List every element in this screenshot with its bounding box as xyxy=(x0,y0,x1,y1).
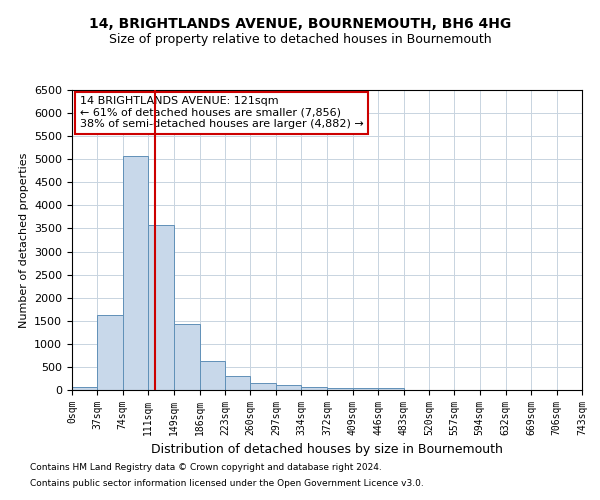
Bar xyxy=(200,361,225,390)
Bar xyxy=(250,383,276,390)
Bar xyxy=(301,386,328,390)
Bar xyxy=(353,388,378,390)
Bar xyxy=(276,386,301,390)
Bar xyxy=(378,388,404,390)
Bar xyxy=(123,156,148,390)
X-axis label: Distribution of detached houses by size in Bournemouth: Distribution of detached houses by size … xyxy=(151,444,503,456)
Bar xyxy=(97,315,123,390)
Text: Contains HM Land Registry data © Crown copyright and database right 2024.: Contains HM Land Registry data © Crown c… xyxy=(30,464,382,472)
Bar xyxy=(328,388,353,390)
Text: Contains public sector information licensed under the Open Government Licence v3: Contains public sector information licen… xyxy=(30,478,424,488)
Bar xyxy=(225,376,250,390)
Text: 14, BRIGHTLANDS AVENUE, BOURNEMOUTH, BH6 4HG: 14, BRIGHTLANDS AVENUE, BOURNEMOUTH, BH6… xyxy=(89,18,511,32)
Y-axis label: Number of detached properties: Number of detached properties xyxy=(19,152,29,328)
Text: 14 BRIGHTLANDS AVENUE: 121sqm
← 61% of detached houses are smaller (7,856)
38% o: 14 BRIGHTLANDS AVENUE: 121sqm ← 61% of d… xyxy=(80,96,364,129)
Text: Size of property relative to detached houses in Bournemouth: Size of property relative to detached ho… xyxy=(109,32,491,46)
Bar xyxy=(174,324,200,390)
Bar xyxy=(72,386,97,390)
Bar xyxy=(148,225,174,390)
